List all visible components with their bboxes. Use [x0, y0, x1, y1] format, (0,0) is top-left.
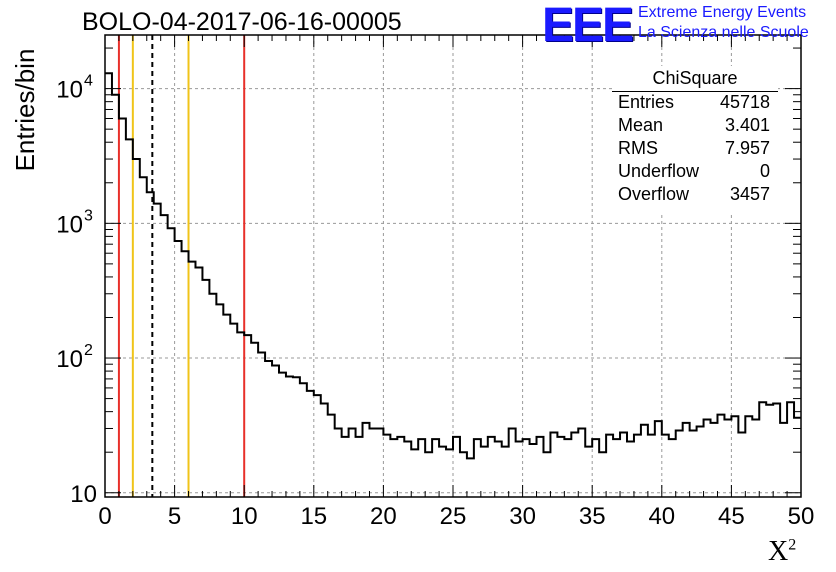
y-tick-exponent: 2	[84, 342, 93, 359]
logo-line-1: Extreme Energy Events	[638, 4, 807, 21]
axis-ticks	[104, 35, 802, 497]
y-axis-label: Entries/bin	[10, 48, 40, 172]
x-axis-label: X2	[768, 536, 796, 568]
stats-value: 3457	[729, 184, 770, 204]
stats-value: 45718	[719, 92, 770, 112]
x-axis-label-base: X	[768, 536, 789, 567]
stats-box: ChiSquare Entries 45718 Mean 3.401 RMS 7…	[612, 66, 778, 214]
stats-row-rms: RMS 7.957	[618, 138, 770, 161]
x-tick-label: 30	[509, 503, 536, 530]
stats-label: Mean	[618, 115, 664, 135]
stats-divider	[612, 91, 778, 92]
y-tick-label: 10	[70, 481, 97, 508]
y-tick-label: 10	[56, 77, 83, 104]
x-tick-label: 35	[579, 503, 606, 530]
y-tick-label: 10	[56, 346, 83, 373]
y-tick-label: 10	[56, 211, 83, 238]
stats-title: ChiSquare	[652, 68, 738, 88]
y-tick-exponent: 3	[84, 207, 93, 224]
x-axis-label-sup: 2	[788, 536, 797, 554]
stats-value: 0	[759, 161, 770, 181]
x-tick-label: 50	[788, 503, 815, 530]
x-tick-label: 10	[231, 503, 258, 530]
stats-label: Overflow	[618, 184, 690, 204]
stats-row-entries: Entries 45718	[618, 92, 770, 115]
stats-label: Underflow	[618, 161, 700, 181]
stats-value: 3.401	[724, 115, 770, 135]
stats-row-underflow: Underflow 0	[618, 161, 770, 184]
x-tick-label: 15	[300, 503, 327, 530]
x-tick-label: 25	[440, 503, 467, 530]
x-tick-label: 0	[98, 503, 111, 530]
histogram-line	[105, 72, 801, 460]
logo-mark: EEE	[542, 0, 634, 52]
marker-lines	[117, 35, 246, 497]
stats-value: 7.957	[724, 138, 770, 158]
stats-row-mean: Mean 3.401	[618, 115, 770, 138]
chart-title: BOLO-04-2017-06-16-00005	[82, 8, 402, 36]
eee-logo: EEE Extreme Energy Events La Scienza nel…	[542, 0, 832, 52]
x-tick-label: 5	[168, 503, 181, 530]
y-tick-exponent: 4	[84, 73, 93, 90]
x-tick-labels: 0 5 10 15 20 25 30 35 40 45 50	[98, 503, 814, 530]
x-tick-label: 45	[718, 503, 745, 530]
stats-row-overflow: Overflow 3457	[618, 184, 770, 207]
stats-label: RMS	[618, 138, 658, 158]
x-tick-label: 40	[648, 503, 675, 530]
stats-label: Entries	[618, 92, 675, 112]
x-tick-label: 20	[370, 503, 397, 530]
logo-line-2: La Scienza nelle Scuole	[638, 24, 809, 41]
